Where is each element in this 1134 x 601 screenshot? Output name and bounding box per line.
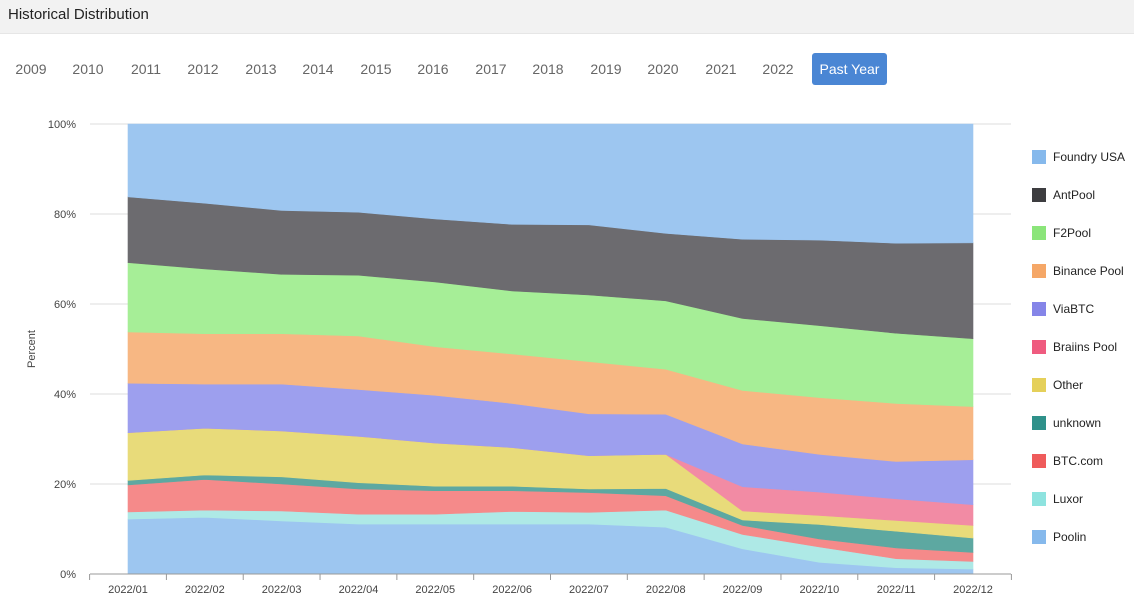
x-tick-label: 2022/10 xyxy=(799,584,839,596)
legend-label: Foundry USA xyxy=(1053,150,1125,164)
legend-swatch xyxy=(1032,378,1046,392)
legend-label: Other xyxy=(1053,378,1083,392)
header-bar: Historical Distribution xyxy=(0,0,1134,34)
legend-item-viabtc[interactable]: ViaBTC xyxy=(1032,302,1094,316)
year-tab-2011[interactable]: 2011 xyxy=(130,61,162,77)
area-foundry-usa xyxy=(127,123,974,244)
legend-swatch xyxy=(1032,302,1046,316)
year-tab-past-year[interactable]: Past Year xyxy=(812,53,887,85)
legend-item-btc-com[interactable]: BTC.com xyxy=(1032,454,1103,468)
legend-item-antpool[interactable]: AntPool xyxy=(1032,188,1095,202)
year-tab-2021[interactable]: 2021 xyxy=(705,61,737,77)
legend-swatch xyxy=(1032,188,1046,202)
legend-label: Binance Pool xyxy=(1053,264,1124,278)
legend-label: Luxor xyxy=(1053,492,1083,506)
x-tick-label: 2022/01 xyxy=(108,584,148,596)
year-tab-2022[interactable]: 2022 xyxy=(762,61,794,77)
year-tab-2019[interactable]: 2019 xyxy=(590,61,622,77)
legend-swatch xyxy=(1032,416,1046,430)
year-tabs: 2009 2010 2011 2012 2013 2014 2015 2016 2017 2018… xyxy=(0,53,1134,85)
legend-swatch xyxy=(1032,226,1046,240)
y-tick-label: 40% xyxy=(54,389,76,401)
year-tab-2014[interactable]: 2014 xyxy=(302,61,334,77)
legend-label: AntPool xyxy=(1053,188,1095,202)
legend-swatch xyxy=(1032,264,1046,278)
legend-item-foundry-usa[interactable]: Foundry USA xyxy=(1032,150,1125,164)
legend-item-poolin[interactable]: Poolin xyxy=(1032,530,1086,544)
x-tick-label: 2022/04 xyxy=(339,584,379,596)
legend-label: BTC.com xyxy=(1053,454,1103,468)
year-tab-2012[interactable]: 2012 xyxy=(187,61,219,77)
legend: Foundry USA AntPool F2Pool Binance Pool ViaB… xyxy=(1032,150,1125,544)
year-tab-2009[interactable]: 2009 xyxy=(15,61,47,77)
x-tick-label: 2022/03 xyxy=(262,584,302,596)
y-tick-label: 0% xyxy=(60,569,76,581)
legend-label: F2Pool xyxy=(1053,226,1091,240)
axes: 0% 20% 40% 60% 80% 100% Percent 2022/01 2022/02 2… xyxy=(26,119,1012,596)
y-tick-label: 20% xyxy=(54,479,76,491)
legend-swatch xyxy=(1032,340,1046,354)
x-tick-label: 2022/06 xyxy=(492,584,532,596)
year-tab-2017[interactable]: 2017 xyxy=(475,61,507,77)
legend-label: ViaBTC xyxy=(1053,302,1094,316)
x-tick-label: 2022/11 xyxy=(877,584,916,596)
page-title: Historical Distribution xyxy=(8,6,149,23)
x-tick-label: 2022/09 xyxy=(723,584,763,596)
year-tab-2015[interactable]: 2015 xyxy=(360,61,392,77)
legend-swatch xyxy=(1032,530,1046,544)
year-tab-2013[interactable]: 2013 xyxy=(245,61,277,77)
legend-item-luxor[interactable]: Luxor xyxy=(1032,492,1083,506)
y-axis-label: Percent xyxy=(26,330,38,368)
y-tick-label: 60% xyxy=(54,299,76,311)
legend-label: Poolin xyxy=(1053,530,1086,544)
y-tick-label: 100% xyxy=(48,119,76,131)
x-tick-label: 2022/08 xyxy=(646,584,686,596)
legend-label: unknown xyxy=(1053,416,1101,430)
year-tab-2020[interactable]: 2020 xyxy=(647,61,679,77)
year-tab-2018[interactable]: 2018 xyxy=(532,61,564,77)
legend-item-other[interactable]: Other xyxy=(1032,378,1083,392)
distribution-chart: 0% 20% 40% 60% 80% 100% Percent 2022/01 2022/02 2… xyxy=(26,119,1125,596)
x-tick-label: 2022/05 xyxy=(415,584,455,596)
legend-item-binance-pool[interactable]: Binance Pool xyxy=(1032,264,1124,278)
legend-swatch xyxy=(1032,150,1046,164)
legend-label: Braiins Pool xyxy=(1053,340,1117,354)
legend-item-unknown[interactable]: unknown xyxy=(1032,416,1101,430)
x-tick-label: 2022/12 xyxy=(953,584,993,596)
legend-swatch xyxy=(1032,454,1046,468)
legend-swatch xyxy=(1032,492,1046,506)
legend-item-braiins-pool[interactable]: Braiins Pool xyxy=(1032,340,1117,354)
x-tick-label: 2022/07 xyxy=(569,584,609,596)
y-tick-label: 80% xyxy=(54,209,76,221)
year-tab-2016[interactable]: 2016 xyxy=(417,61,449,77)
legend-item-f2pool[interactable]: F2Pool xyxy=(1032,226,1091,240)
x-tick-label: 2022/02 xyxy=(185,584,225,596)
stacked-areas xyxy=(127,123,974,575)
year-tab-2010[interactable]: 2010 xyxy=(72,61,104,77)
